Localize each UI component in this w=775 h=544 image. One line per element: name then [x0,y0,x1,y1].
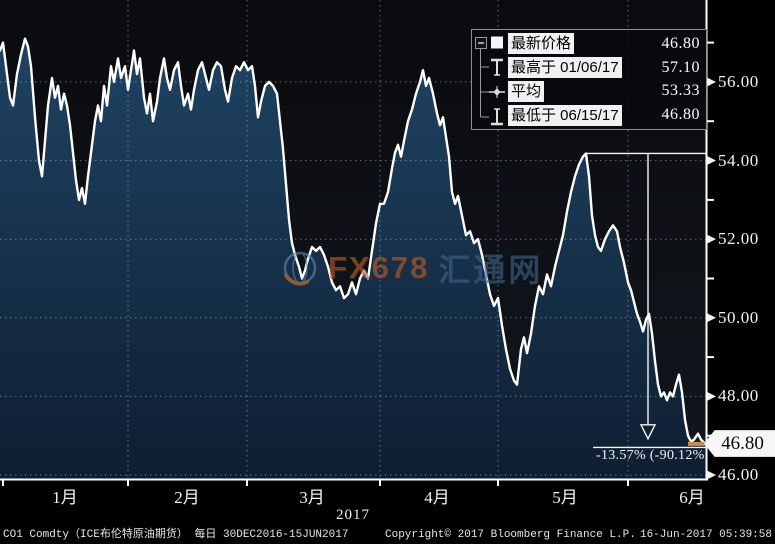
ticker-description: CO1 Comdty（ICE布伦特原油期货） 每日 30DEC2016-15JU… [3,529,349,541]
y-tick-arrow-icon [707,470,716,480]
x-axis-year-label: 2017 [336,507,370,523]
y-tick-arrow-icon [707,313,716,323]
legend-label: 最新价格 [508,33,575,55]
legend-row-low[interactable]: 最低于 06/15/17 46.80 [508,103,700,127]
percent-change-annotation: -13.57% (-90.12% [596,448,705,463]
legend-label: 平均 [508,80,545,102]
drop-annotation [586,152,706,449]
chart-legend: 最新价格 46.80 最高于 01/06/17 57.10 平均 53.33 最… [471,29,707,130]
x-axis-label: 6月 [679,488,705,507]
legend-row-last-price[interactable]: 最新价格 46.80 [508,32,700,56]
y-tick-arrow-icon [707,77,716,87]
y-axis-label: 48.00 [718,386,759,405]
legend-tree-markers [475,36,505,126]
x-axis-label: 2月 [174,488,200,507]
status-bar: CO1 Comdty（ICE布伦特原油期货） 每日 30DEC2016-15JU… [0,527,775,544]
legend-marker-high [491,58,503,76]
y-tick-arrow-icon [707,391,716,401]
legend-value: 46.80 [661,106,700,124]
x-axis-label: 3月 [299,488,325,507]
price-line [0,37,707,445]
timestamp: 16-Jun-2017 05:39:58 [639,529,772,541]
legend-label: 最低于 06/15/17 [508,104,622,126]
x-axis-label: 5月 [552,488,578,507]
area-fill [0,38,706,480]
legend-value: 46.80 [661,34,700,52]
y-axis-label: 46.00 [718,465,759,484]
legend-row-high[interactable]: 最高于 01/06/17 57.10 [508,56,700,80]
x-axis-label: 4月 [424,488,450,507]
legend-value: 53.33 [661,82,700,100]
y-tick-arrow-icon [707,234,716,244]
y-axis-label: 54.00 [718,151,759,170]
legend-marker-average [489,86,505,98]
copyright-text: Copyright© 2017 Bloomberg Finance L.P. [385,529,636,541]
y-axis-label: 50.00 [718,308,759,327]
x-axis-label: 1月 [52,488,78,507]
y-axis-label: 52.00 [718,229,759,248]
current-price-tag: 46.80 [704,430,775,457]
legend-row-average[interactable]: 平均 53.33 [508,80,700,104]
y-axis-label: 56.00 [718,72,759,91]
legend-marker-last-price [491,36,503,49]
legend-label: 最高于 01/06/17 [508,57,622,79]
down-arrow-icon [639,424,657,441]
legend-marker-low [491,108,503,126]
legend-value: 57.10 [661,58,700,76]
gridlines [0,0,706,480]
y-tick-arrow-icon [707,156,716,166]
